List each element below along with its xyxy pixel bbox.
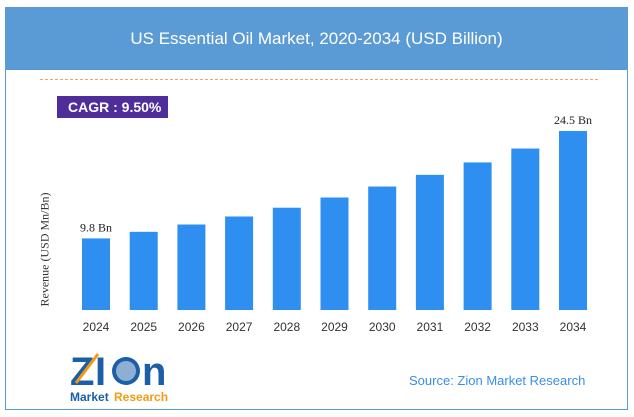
bar-2025 xyxy=(129,231,158,310)
x-tick-label: 2025 xyxy=(130,320,157,334)
x-tick-label: 2031 xyxy=(417,320,444,334)
x-tick-label: 2032 xyxy=(464,320,491,334)
divider xyxy=(40,79,598,80)
x-tick-label: 2024 xyxy=(83,320,110,334)
x-tick-label: 2027 xyxy=(226,320,253,334)
svg-text:Research: Research xyxy=(114,390,168,404)
x-tick-label: 2026 xyxy=(178,320,205,334)
bar-2027 xyxy=(225,216,254,310)
bar-2024 xyxy=(82,238,110,310)
svg-text:n: n xyxy=(142,350,166,394)
bar-2033 xyxy=(511,148,540,310)
svg-text:Market: Market xyxy=(70,390,109,404)
source-text: Source: Zion Market Research xyxy=(409,373,586,388)
svg-text:I: I xyxy=(95,350,106,394)
x-tick-label: 2029 xyxy=(321,320,348,334)
bar-2034 xyxy=(559,131,587,310)
data-label: 9.8 Bn xyxy=(80,220,112,234)
data-label: 24.5 Bn xyxy=(554,113,592,127)
chart-title: US Essential Oil Market, 2020-2034 (USD … xyxy=(5,7,628,70)
bar-2028 xyxy=(272,207,301,310)
bar-2029 xyxy=(320,197,349,310)
x-tick-label: 2028 xyxy=(273,320,300,334)
svg-text:Z: Z xyxy=(70,350,94,394)
bar-2031 xyxy=(415,174,444,310)
x-tick-label: 2030 xyxy=(369,320,396,334)
bar-2026 xyxy=(177,224,206,310)
cagr-badge: CAGR : 9.50% xyxy=(57,96,168,118)
x-tick-label: 2033 xyxy=(512,320,539,334)
bar-2030 xyxy=(368,186,397,310)
x-tick-label: 2034 xyxy=(560,320,587,334)
bar-2032 xyxy=(463,162,492,310)
zion-logo: Z I n Market Research xyxy=(70,350,168,404)
